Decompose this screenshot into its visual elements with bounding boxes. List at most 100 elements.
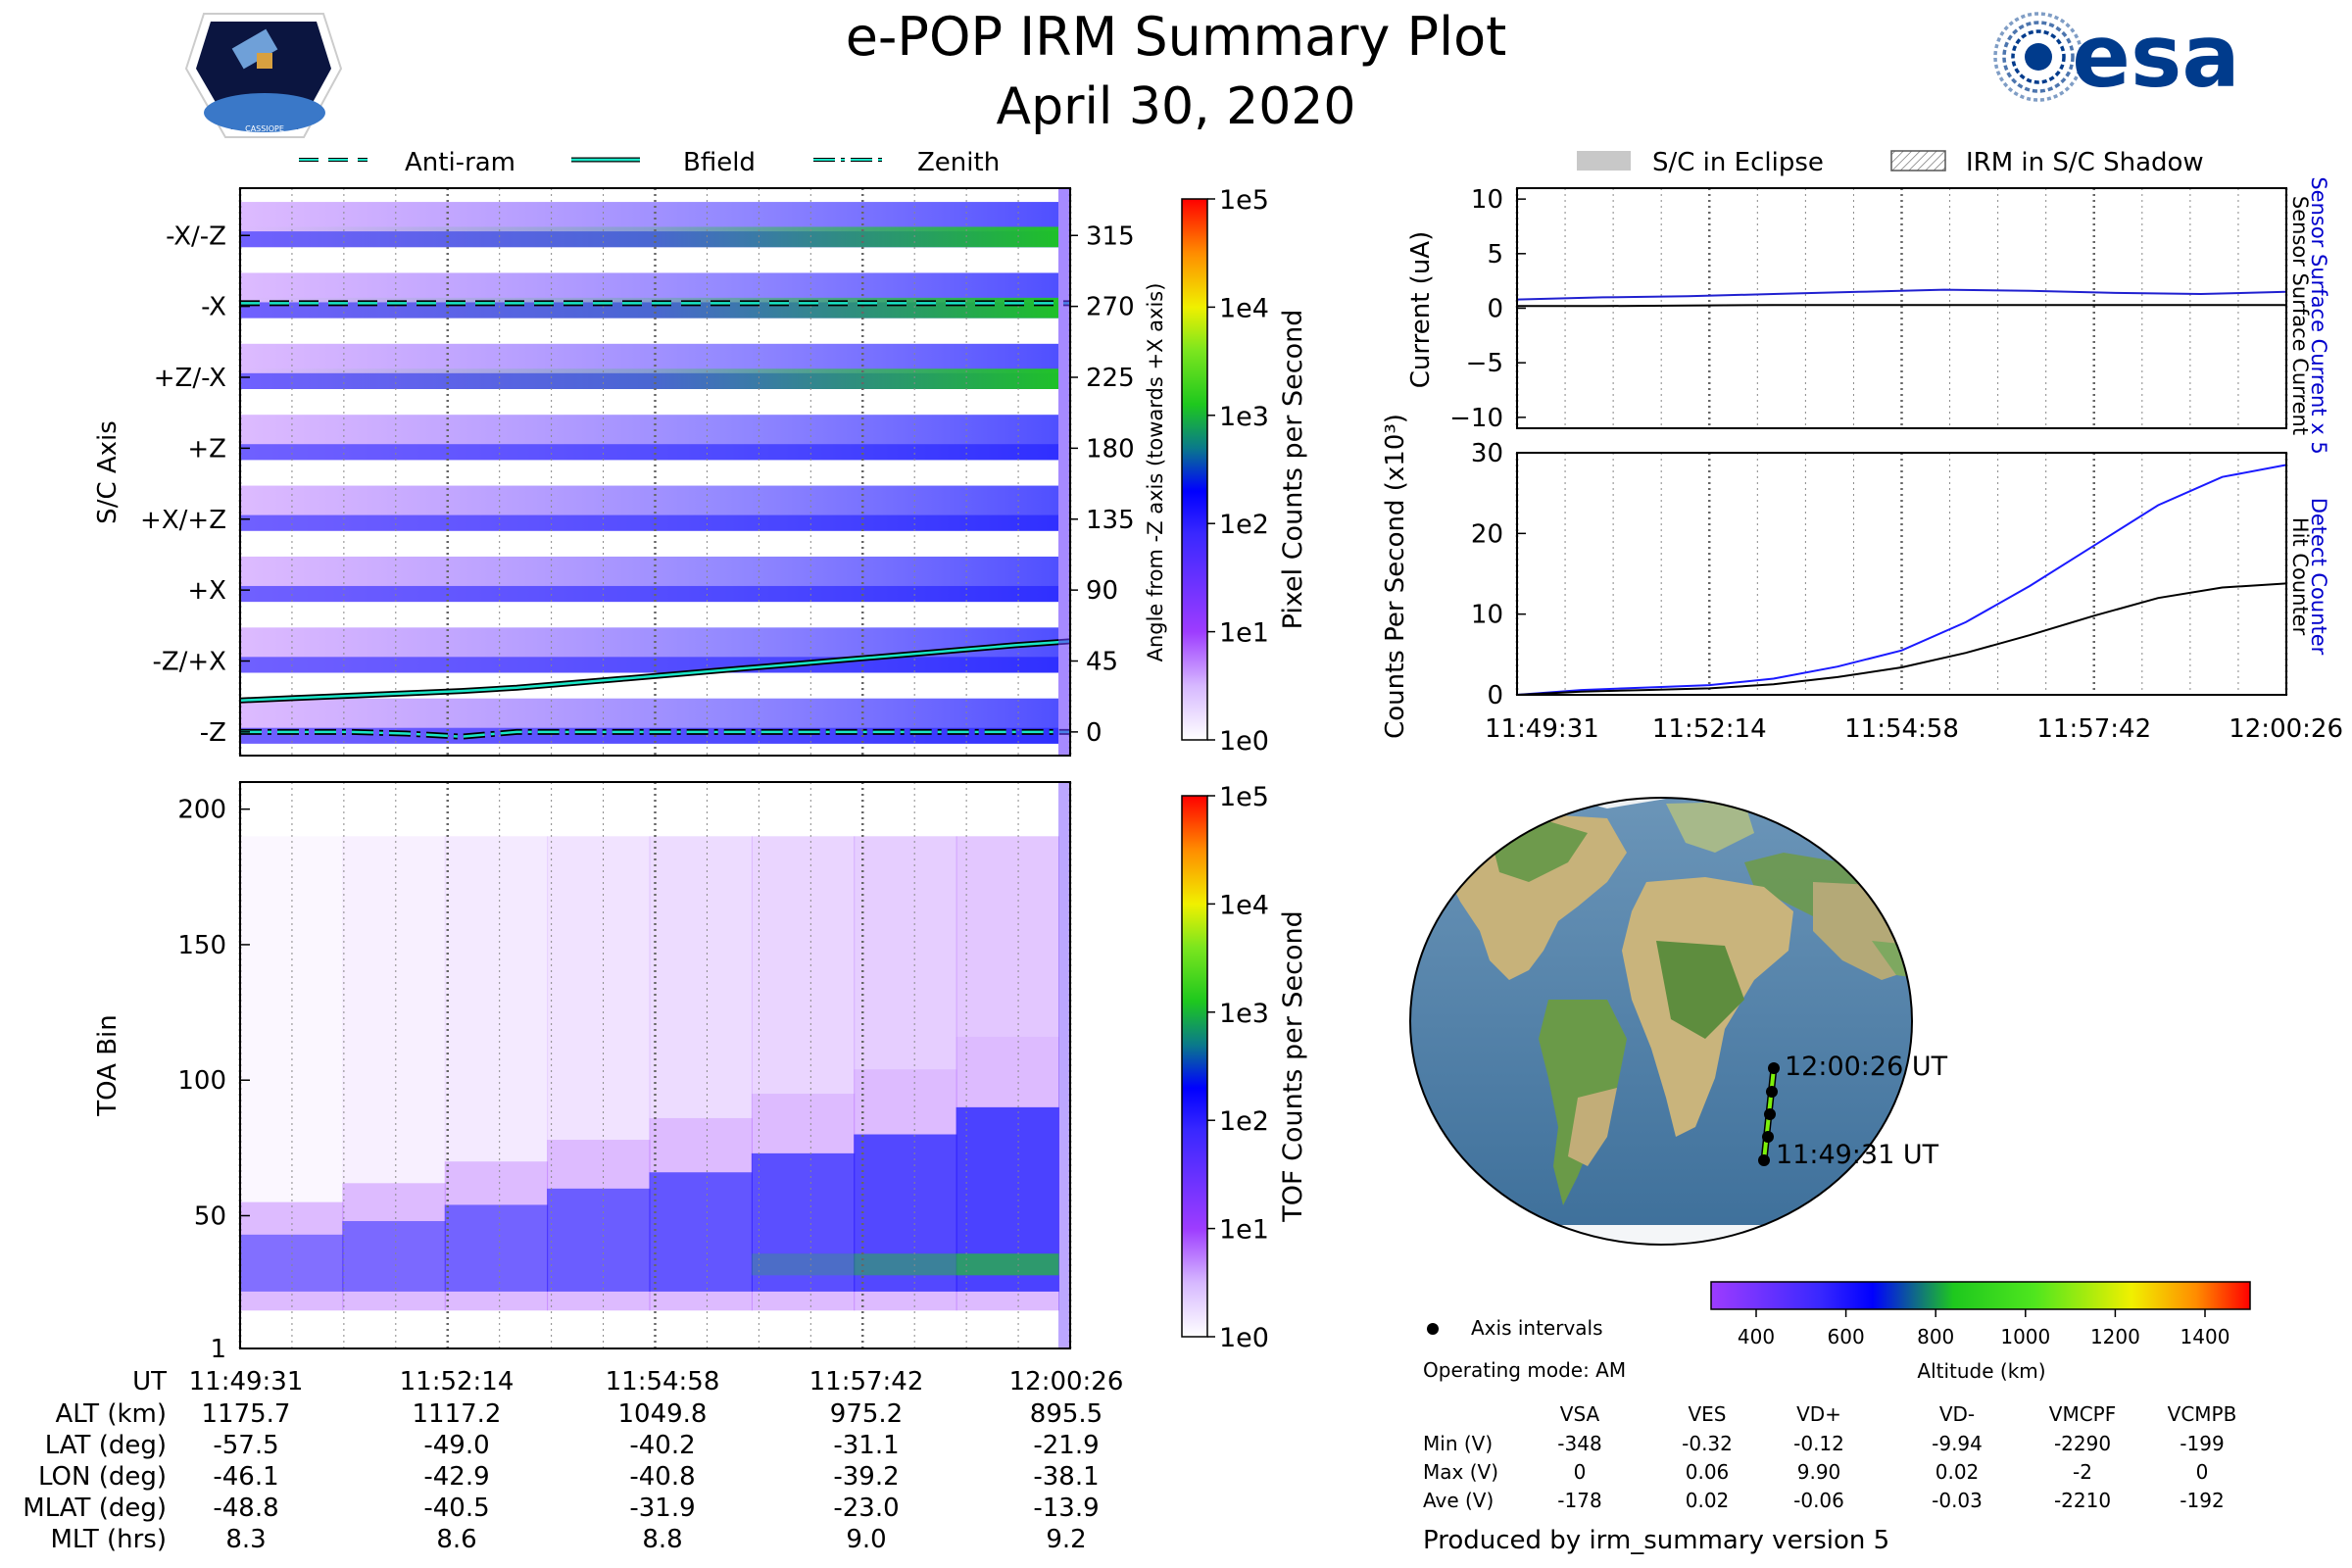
ephemeris-cell: -39.2 bbox=[833, 1462, 899, 1492]
sc-axis-tick-label: -Z/+X bbox=[152, 648, 226, 677]
voltage-cell: -2 bbox=[2073, 1460, 2092, 1484]
sc-axis-ylabel: S/C Axis bbox=[93, 420, 122, 524]
ephemeris-cell: -40.5 bbox=[423, 1494, 489, 1523]
colorbar-tick-label: 1e2 bbox=[1219, 1106, 1269, 1137]
toa-tick-label: 200 bbox=[177, 796, 226, 825]
angle-band-core bbox=[240, 657, 1058, 673]
voltage-row-label: Max (V) bbox=[1423, 1460, 1498, 1484]
voltage-cell: -9.94 bbox=[1932, 1432, 1983, 1455]
ephemeris-cell: -21.9 bbox=[1033, 1431, 1099, 1460]
colorbar-tick-label: 1e0 bbox=[1219, 1323, 1269, 1353]
voltage-cell: -199 bbox=[2180, 1432, 2224, 1455]
counts-tick-label: 20 bbox=[1471, 519, 1503, 549]
sc-axis-tick-label: +Z/-X bbox=[154, 364, 226, 393]
counts-tick-label: 10 bbox=[1471, 601, 1503, 630]
ephemeris-cell: 975.2 bbox=[830, 1399, 903, 1429]
cassiope-logo: CASSIOPE bbox=[184, 13, 343, 138]
angle-band-high bbox=[240, 368, 1058, 389]
toa-band-high bbox=[751, 1253, 856, 1276]
current-tick-label: 5 bbox=[1487, 240, 1503, 270]
voltage-header: VSA bbox=[1560, 1402, 1600, 1426]
toa-band-inner bbox=[649, 1172, 753, 1292]
sc-axis-tick-label: +Z bbox=[187, 434, 226, 464]
toa-tick-label: 50 bbox=[194, 1201, 226, 1231]
sc-axis-tick-label: -X/-Z bbox=[166, 221, 226, 251]
ephemeris-row-label: MLAT (deg) bbox=[23, 1494, 167, 1523]
operating-mode: Operating mode: AM bbox=[1423, 1358, 1626, 1382]
toa-band-inner bbox=[547, 1188, 651, 1292]
axis-interval-dot bbox=[1766, 1086, 1778, 1098]
ephemeris-cell: -40.8 bbox=[629, 1462, 695, 1492]
toa-band-scatter bbox=[751, 836, 856, 1095]
colorbar-tick-label: 1e4 bbox=[1219, 890, 1269, 920]
altitude-tick-label: 400 bbox=[1738, 1325, 1775, 1348]
toa-band-high bbox=[956, 1253, 1059, 1276]
colorbar-tick-label: 1e5 bbox=[1219, 782, 1269, 812]
voltage-cell: 0 bbox=[1574, 1460, 1587, 1484]
ephemeris-cell: -57.5 bbox=[213, 1431, 278, 1460]
figure-date: April 30, 2020 bbox=[997, 77, 1356, 136]
angle-band-high bbox=[240, 297, 1058, 318]
voltage-cell: -178 bbox=[1557, 1489, 1601, 1512]
current-tick-label: 10 bbox=[1471, 185, 1503, 215]
colorbar-tick-label: 1e3 bbox=[1219, 999, 1269, 1029]
toa-band-outer bbox=[342, 1183, 446, 1311]
toa-band-scatter bbox=[854, 836, 957, 1070]
toa-band-scatter bbox=[956, 836, 1059, 1037]
counts-series1-label: Detect Counter bbox=[2307, 498, 2330, 656]
ephemeris-cell: -31.1 bbox=[833, 1431, 899, 1460]
track-start-label: 11:49:31 UT bbox=[1776, 1140, 1939, 1170]
ephemeris-row-label: LAT (deg) bbox=[45, 1431, 167, 1460]
current-tick-label: 0 bbox=[1487, 295, 1503, 324]
angle-band-core bbox=[240, 585, 1058, 603]
voltage-header: VES bbox=[1688, 1402, 1726, 1426]
tof-counts-label: TOF Counts per Second bbox=[1278, 910, 1308, 1223]
counts-tick-label: 0 bbox=[1487, 681, 1503, 710]
axis-interval-dot bbox=[1758, 1154, 1770, 1166]
legend-antiram: Anti-ram bbox=[405, 148, 515, 177]
ephemeris-row-label: ALT (km) bbox=[55, 1399, 167, 1429]
sensor-current-x5-line bbox=[1516, 288, 2287, 301]
ephemeris-cell: -23.0 bbox=[833, 1494, 899, 1523]
toa-band-outer bbox=[240, 1201, 344, 1311]
toa-band-inner bbox=[444, 1204, 549, 1292]
sc-axis-tick-label: +X bbox=[187, 576, 226, 606]
counts-x-tick-label: 11:52:14 bbox=[1652, 714, 1767, 744]
angle-tick-label: 270 bbox=[1086, 293, 1135, 322]
current-ylabel: Current (uA) bbox=[1406, 231, 1436, 388]
ephemeris-cell: -38.1 bbox=[1033, 1462, 1099, 1492]
angle-tick-label: 135 bbox=[1086, 506, 1135, 535]
colorbar-tick-label: 1e5 bbox=[1219, 185, 1269, 216]
voltage-cell: -192 bbox=[2180, 1489, 2224, 1512]
toa-tick-label: 150 bbox=[177, 931, 226, 960]
ephemeris-cell: 11:52:14 bbox=[400, 1367, 514, 1396]
voltage-header: VD+ bbox=[1796, 1402, 1841, 1426]
toa-band-scatter bbox=[444, 836, 549, 1162]
sc-axis-tick-label: -X bbox=[201, 293, 226, 322]
toa-band-scatter bbox=[342, 836, 446, 1184]
toa-band-high bbox=[854, 1253, 957, 1276]
toa-band-scatter bbox=[649, 836, 753, 1118]
voltage-cell: -348 bbox=[1557, 1432, 1601, 1455]
legend-zenith: Zenith bbox=[917, 148, 1000, 177]
altitude-tick-label: 600 bbox=[1828, 1325, 1865, 1348]
angle-band-core bbox=[240, 444, 1058, 461]
angle-tick-label: 225 bbox=[1086, 364, 1135, 393]
angle-tick-label: 315 bbox=[1086, 221, 1135, 251]
track-end-label: 12:00:26 UT bbox=[1785, 1052, 1948, 1082]
ephemeris-cell: -42.9 bbox=[423, 1462, 489, 1492]
voltage-header: VCMPB bbox=[2168, 1402, 2237, 1426]
voltage-cell: 0.06 bbox=[1686, 1460, 1730, 1484]
ephemeris-cell: 11:57:42 bbox=[809, 1367, 924, 1396]
ephemeris-cell: -40.2 bbox=[629, 1431, 695, 1460]
ephemeris-cell: 1175.7 bbox=[202, 1399, 291, 1429]
altitude-tick-label: 1200 bbox=[2090, 1325, 2140, 1348]
current-series2-label: Sensor Surface Current bbox=[2288, 196, 2312, 435]
ephemeris-cell: -46.1 bbox=[213, 1462, 278, 1492]
sc-axis-tick-label: -Z bbox=[200, 718, 226, 748]
legend-eclipse: S/C in Eclipse bbox=[1652, 148, 1824, 177]
altitude-label: Altitude (km) bbox=[1917, 1359, 2045, 1383]
voltage-cell: -0.12 bbox=[1793, 1432, 1844, 1455]
angle-tick-label: 45 bbox=[1086, 648, 1118, 677]
